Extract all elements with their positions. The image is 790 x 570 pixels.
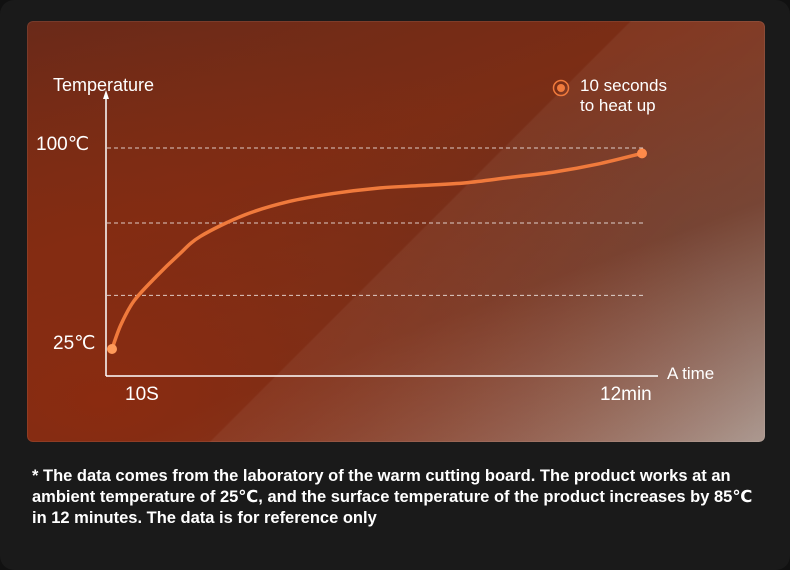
chart-panel bbox=[27, 21, 765, 442]
legend: 10 seconds to heat up bbox=[552, 76, 667, 115]
end-point bbox=[637, 148, 647, 159]
footnote: * The data comes from the laboratory of … bbox=[32, 467, 753, 527]
x-tick-12min: 12min bbox=[600, 384, 652, 405]
legend-line-1: 10 seconds bbox=[580, 76, 667, 95]
series-line bbox=[110, 151, 644, 351]
legend-marker-icon bbox=[552, 79, 570, 97]
x-axis-title: A time bbox=[667, 364, 714, 383]
x-tick-10s: 10S bbox=[125, 384, 159, 405]
legend-line-2: to heat up bbox=[580, 96, 656, 115]
y-tick-100: 100℃ bbox=[36, 134, 89, 155]
legend-marker-dot bbox=[557, 84, 565, 92]
gridlines bbox=[107, 147, 645, 296]
y-tick-25: 25℃ bbox=[53, 333, 95, 354]
y-axis-title: Temperature bbox=[53, 75, 154, 95]
start-point bbox=[107, 344, 117, 354]
y-axis-arrow bbox=[103, 90, 109, 99]
